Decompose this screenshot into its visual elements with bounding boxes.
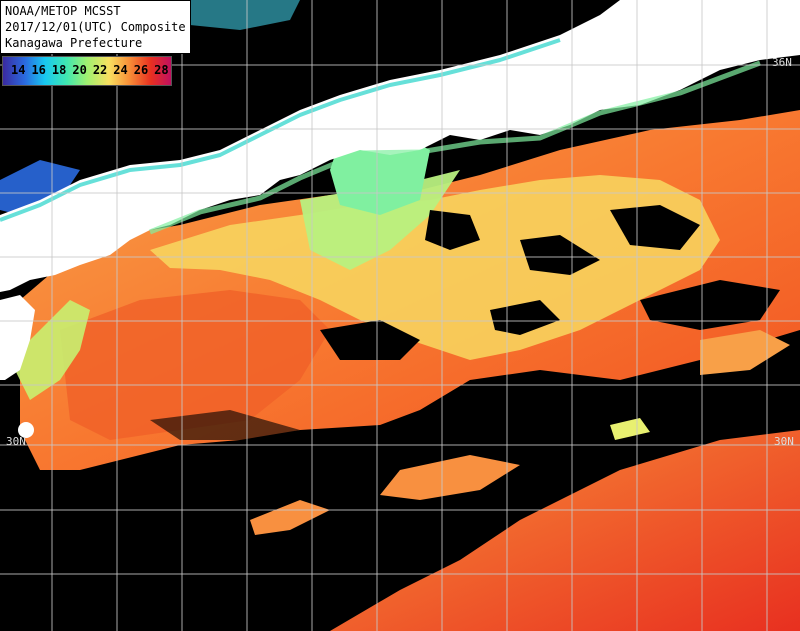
legend-color-bar: [3, 57, 171, 85]
coastal-fringe: [0, 38, 761, 235]
legend-label-14: 14: [11, 63, 26, 77]
title-line-2: 2017/12/01(UTC) Composite: [5, 20, 186, 34]
legend-labels: 14 16 18 20 22 24 26 28: [11, 63, 175, 77]
land-japan: [0, 0, 800, 438]
cool-water-region: [10, 135, 720, 400]
legend-label-18: 18: [51, 63, 67, 77]
title-line-1: NOAA/METOP MCSST: [5, 4, 121, 18]
legend-label-24: 24: [113, 63, 128, 77]
lat-label-30n-right: 30N: [774, 435, 794, 448]
legend-label-20: 20: [72, 63, 87, 77]
legend-label-16: 16: [31, 63, 46, 77]
legend-label-26: 26: [133, 63, 149, 77]
legend-label-22: 22: [92, 63, 108, 77]
lat-label-30n-left: 30N: [6, 435, 26, 448]
title-line-3: Kanagawa Prefecture: [5, 36, 143, 50]
legend-label-28: 28: [154, 63, 169, 77]
temperature-legend: 14 16 18 20 22 24 26 28: [2, 56, 172, 86]
lat-label-36n: 36N: [772, 56, 792, 69]
map-title-box: NOAA/METOP MCSST 2017/12/01(UTC) Composit…: [0, 0, 191, 54]
